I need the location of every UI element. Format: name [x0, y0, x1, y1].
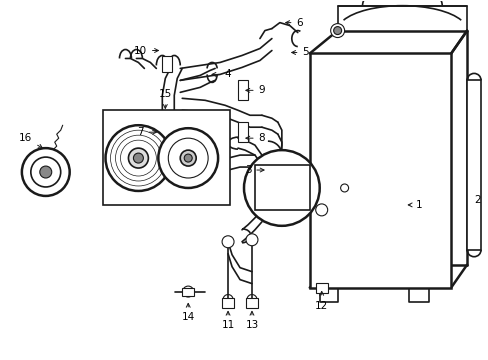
Bar — [315, 283, 327, 293]
Bar — [162, 57, 172, 72]
Text: 2: 2 — [473, 195, 479, 205]
Text: 12: 12 — [314, 292, 327, 311]
Circle shape — [105, 125, 171, 191]
Circle shape — [128, 148, 148, 168]
Text: 8: 8 — [245, 133, 264, 143]
Bar — [102, 110, 229, 205]
Circle shape — [40, 166, 52, 178]
Bar — [222, 298, 234, 307]
Text: 9: 9 — [245, 85, 264, 95]
Text: 3: 3 — [244, 165, 264, 175]
Circle shape — [183, 286, 193, 297]
Circle shape — [244, 150, 319, 226]
Bar — [309, 54, 450, 288]
Text: 11: 11 — [221, 311, 234, 330]
Circle shape — [22, 148, 69, 196]
Text: 10: 10 — [134, 45, 158, 55]
Circle shape — [31, 157, 61, 187]
Circle shape — [168, 138, 208, 178]
Bar — [182, 288, 194, 296]
Circle shape — [158, 128, 218, 188]
Circle shape — [340, 184, 348, 192]
Bar — [466, 80, 480, 250]
Circle shape — [133, 153, 143, 163]
Circle shape — [330, 24, 344, 37]
Text: 16: 16 — [19, 133, 42, 148]
Text: 7: 7 — [137, 127, 156, 137]
Text: 4: 4 — [212, 69, 231, 80]
Text: 1: 1 — [407, 200, 422, 210]
Circle shape — [245, 234, 258, 246]
Text: 13: 13 — [245, 311, 258, 330]
Text: 5: 5 — [291, 48, 308, 58]
Circle shape — [315, 204, 327, 216]
Text: 14: 14 — [181, 303, 194, 323]
Bar — [245, 298, 258, 307]
Bar — [238, 122, 247, 142]
Circle shape — [222, 236, 234, 248]
Circle shape — [333, 27, 341, 35]
Text: 15: 15 — [159, 89, 172, 108]
Circle shape — [271, 178, 291, 198]
Circle shape — [180, 150, 196, 166]
Bar — [238, 80, 247, 100]
Bar — [254, 165, 309, 210]
Text: 6: 6 — [285, 18, 303, 28]
Circle shape — [184, 154, 192, 162]
